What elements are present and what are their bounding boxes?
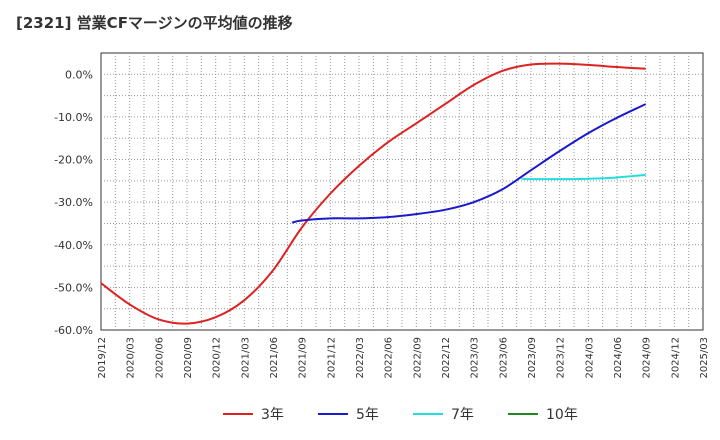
series-line-0	[100, 62, 646, 325]
y-tick-label: -50.0%	[54, 281, 93, 294]
y-tick-label: -30.0%	[54, 196, 93, 209]
x-tick-label: 2021/09	[298, 337, 309, 379]
x-tick-label: 2021/03	[240, 337, 251, 379]
x-axis: 2019/12 2020/03 2020/06 2020/09 2020/12 2021/…	[97, 337, 710, 379]
x-tick-label: 2021/06	[269, 337, 280, 379]
legend: 3年 5年 7年 10年	[223, 407, 578, 423]
x-tick-label: 2022/03	[355, 337, 366, 379]
series-line-1	[291, 103, 647, 224]
x-tick-label: 2020/06	[154, 337, 165, 379]
x-tick-label: 2019/12	[97, 337, 108, 379]
x-tick-label: 2022/12	[441, 337, 452, 379]
x-tick-label: 2020/03	[126, 337, 137, 379]
y-tick-label: -40.0%	[54, 239, 93, 252]
y-tick-label: -60.0%	[54, 324, 93, 337]
x-tick-label: 2023/03	[470, 337, 481, 379]
x-tick-label: 2020/09	[183, 337, 194, 379]
x-tick-label: 2023/09	[527, 337, 538, 379]
x-tick-label: 2021/12	[326, 337, 337, 379]
series-line-2	[521, 173, 646, 181]
x-tick-label: 2022/06	[384, 337, 395, 379]
x-tick-label: 2024/09	[642, 337, 653, 379]
y-tick-label: -20.0%	[54, 154, 93, 167]
x-tick-label: 2022/09	[412, 337, 423, 379]
y-axis: 0.0% -10.0% -20.0% -30.0% -40.0% -50.0% -60.0%	[54, 68, 93, 337]
chart-title: [2321] 営業CFマージンの平均値の推移	[16, 14, 293, 32]
x-tick-label: 2024/12	[670, 337, 681, 379]
y-tick-label: 0.0%	[65, 68, 93, 81]
grid	[101, 53, 703, 330]
legend-label-3: 10年	[546, 407, 578, 423]
legend-label-1: 5年	[356, 407, 379, 423]
x-tick-label: 2024/06	[613, 337, 624, 379]
y-tick-label: -10.0%	[54, 111, 93, 124]
x-tick-label: 2023/06	[498, 337, 509, 379]
x-tick-label: 2025/03	[699, 337, 710, 379]
x-tick-label: 2020/12	[212, 337, 223, 379]
x-tick-label: 2023/12	[556, 337, 567, 379]
series-lines	[100, 62, 647, 325]
x-tick-label: 2024/03	[584, 337, 595, 379]
legend-label-2: 7年	[451, 407, 474, 423]
legend-label-0: 3年	[261, 407, 284, 423]
